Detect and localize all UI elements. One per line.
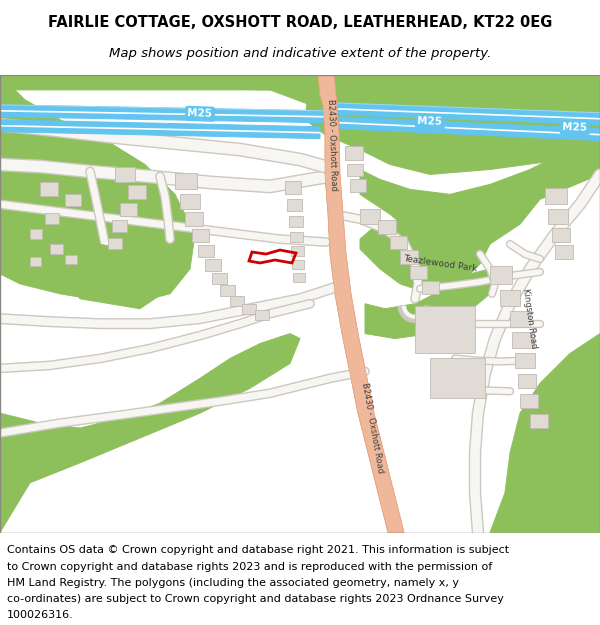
Bar bbox=[115, 168, 135, 182]
Bar bbox=[50, 244, 63, 254]
Text: Contains OS data © Crown copyright and database right 2021. This information is : Contains OS data © Crown copyright and d… bbox=[7, 546, 509, 556]
Bar bbox=[180, 194, 200, 209]
Bar bbox=[530, 414, 548, 428]
Bar bbox=[345, 146, 363, 159]
Bar bbox=[287, 199, 302, 211]
Polygon shape bbox=[0, 75, 310, 90]
Bar bbox=[360, 209, 380, 224]
Bar bbox=[30, 229, 42, 239]
Bar bbox=[548, 209, 568, 224]
Bar bbox=[220, 285, 235, 296]
Bar bbox=[415, 306, 475, 354]
Bar bbox=[112, 220, 127, 232]
Text: M25: M25 bbox=[187, 108, 212, 119]
Text: to Crown copyright and database rights 2023 and is reproduced with the permissio: to Crown copyright and database rights 2… bbox=[7, 562, 493, 572]
Text: B2430 - Oxshott Road: B2430 - Oxshott Road bbox=[359, 382, 385, 474]
Polygon shape bbox=[335, 103, 600, 125]
Bar bbox=[555, 245, 573, 259]
Bar bbox=[289, 216, 303, 227]
Bar bbox=[512, 332, 534, 348]
Bar bbox=[545, 188, 567, 204]
Polygon shape bbox=[318, 75, 404, 532]
Bar bbox=[292, 260, 304, 269]
Bar bbox=[422, 281, 439, 294]
Text: M25: M25 bbox=[418, 116, 443, 127]
Bar bbox=[212, 273, 227, 284]
Bar bbox=[520, 394, 538, 408]
Text: 100026316.: 100026316. bbox=[7, 610, 74, 620]
Bar bbox=[205, 259, 221, 271]
Polygon shape bbox=[340, 117, 600, 141]
Bar bbox=[500, 290, 520, 306]
Bar bbox=[108, 238, 122, 249]
Bar bbox=[291, 246, 304, 256]
Bar bbox=[30, 257, 41, 266]
Bar bbox=[410, 266, 427, 279]
Bar bbox=[242, 304, 256, 314]
Polygon shape bbox=[318, 75, 404, 532]
Bar bbox=[510, 311, 530, 327]
Bar bbox=[552, 228, 570, 242]
Bar bbox=[518, 374, 536, 388]
Polygon shape bbox=[305, 75, 600, 174]
Bar bbox=[490, 266, 512, 284]
Bar bbox=[347, 164, 363, 176]
Bar bbox=[390, 236, 407, 249]
Bar bbox=[293, 273, 305, 282]
Polygon shape bbox=[60, 239, 165, 309]
Bar bbox=[45, 213, 59, 224]
Polygon shape bbox=[0, 105, 325, 122]
Bar bbox=[65, 255, 77, 264]
Text: Kingston Road: Kingston Road bbox=[521, 288, 539, 349]
Bar bbox=[40, 182, 58, 196]
Bar bbox=[198, 245, 214, 257]
Text: FAIRLIE COTTAGE, OXSHOTT ROAD, LEATHERHEAD, KT22 0EG: FAIRLIE COTTAGE, OXSHOTT ROAD, LEATHERHE… bbox=[48, 15, 552, 30]
Bar bbox=[175, 174, 197, 189]
Bar bbox=[192, 229, 209, 242]
Polygon shape bbox=[490, 334, 600, 532]
Bar bbox=[128, 186, 146, 199]
Bar bbox=[350, 179, 366, 192]
Bar bbox=[378, 220, 396, 234]
Bar bbox=[285, 181, 301, 194]
Text: B2430 - Oxshott Road: B2430 - Oxshott Road bbox=[326, 99, 338, 191]
Polygon shape bbox=[360, 144, 600, 249]
Text: M25: M25 bbox=[562, 122, 587, 133]
Bar bbox=[515, 354, 535, 368]
Text: Map shows position and indicative extent of the property.: Map shows position and indicative extent… bbox=[109, 48, 491, 61]
Bar bbox=[65, 194, 81, 206]
Polygon shape bbox=[0, 334, 300, 532]
Text: co-ordinates) are subject to Crown copyright and database rights 2023 Ordnance S: co-ordinates) are subject to Crown copyr… bbox=[7, 594, 504, 604]
Bar bbox=[120, 203, 137, 216]
Bar bbox=[430, 359, 485, 398]
Bar bbox=[255, 310, 269, 319]
Bar bbox=[185, 213, 203, 226]
Text: HM Land Registry. The polygons (including the associated geometry, namely x, y: HM Land Registry. The polygons (includin… bbox=[7, 578, 459, 588]
Polygon shape bbox=[0, 120, 320, 139]
Bar bbox=[230, 296, 244, 306]
Polygon shape bbox=[0, 75, 600, 134]
Text: Teazlewood Park: Teazlewood Park bbox=[403, 254, 478, 274]
Polygon shape bbox=[360, 219, 490, 294]
Bar bbox=[400, 250, 418, 264]
Polygon shape bbox=[365, 269, 490, 339]
Bar bbox=[290, 232, 303, 242]
Polygon shape bbox=[0, 75, 195, 304]
